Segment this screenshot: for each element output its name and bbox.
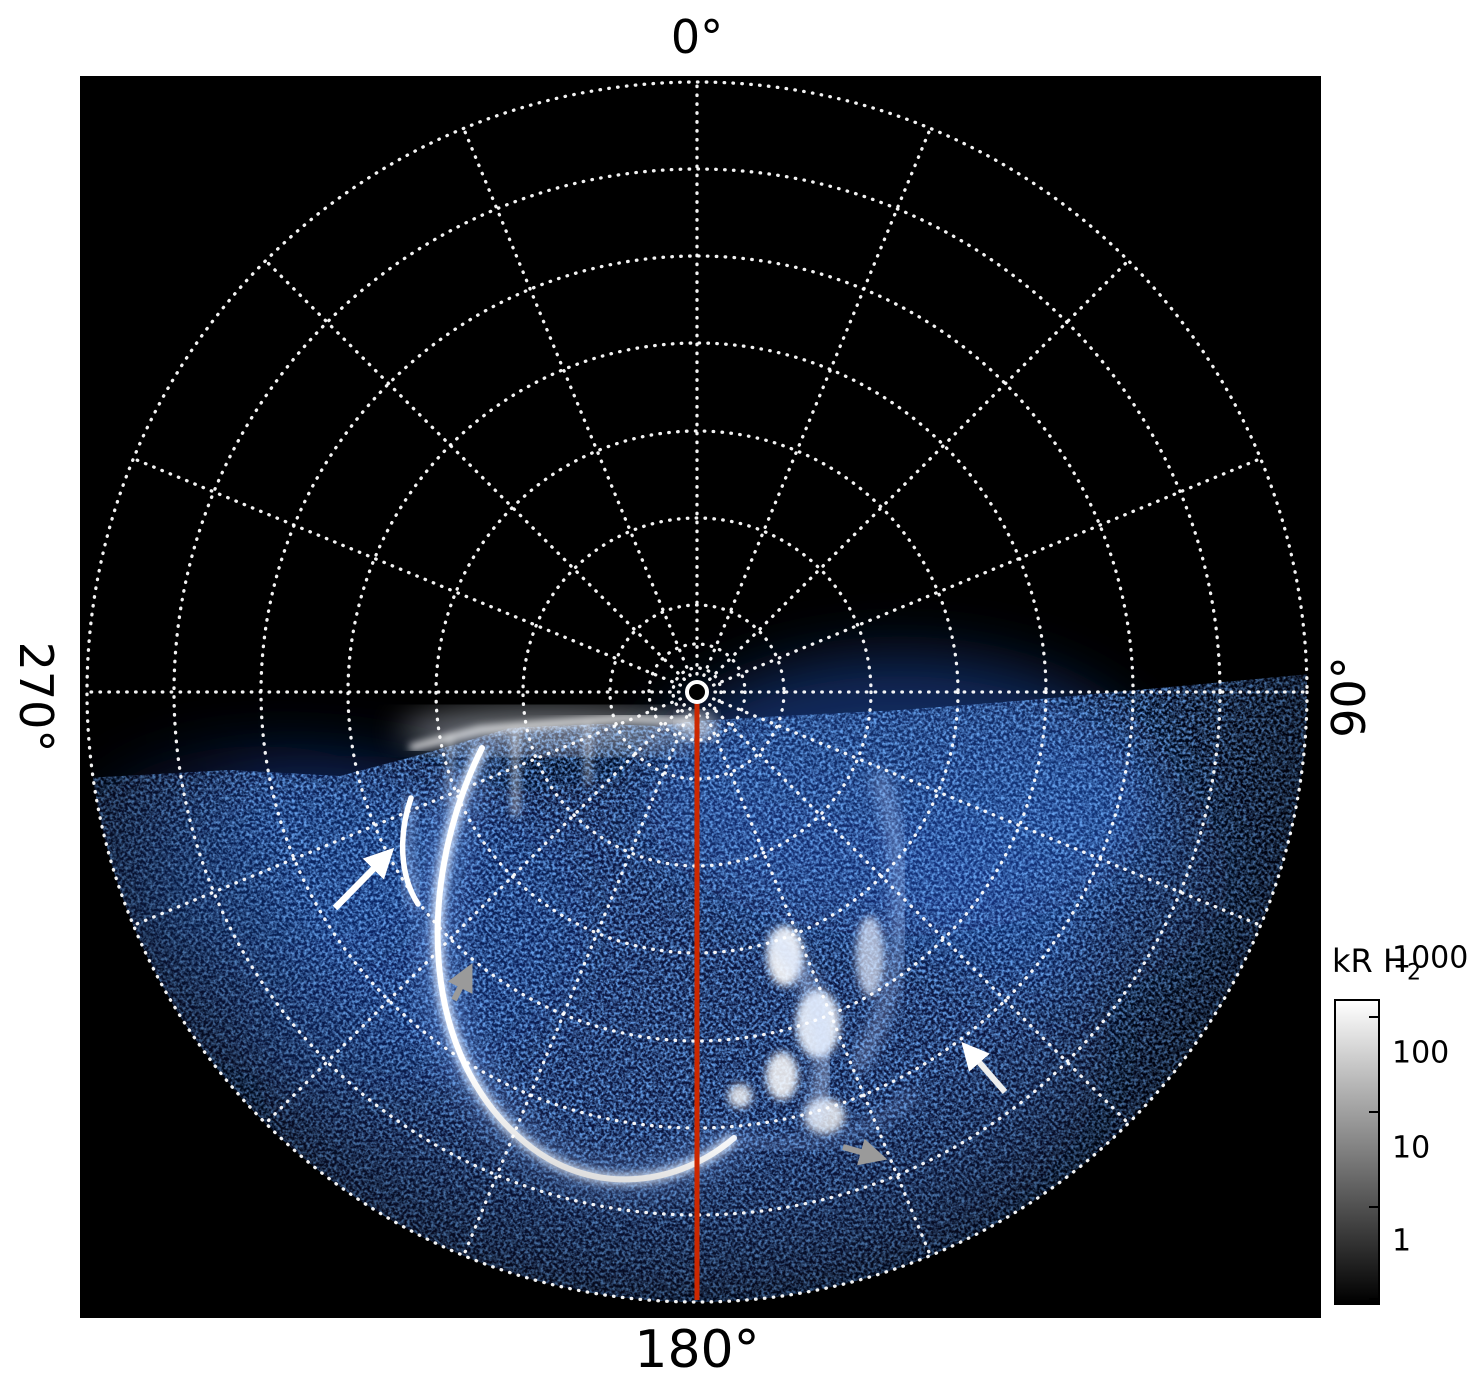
pole-marker xyxy=(685,680,709,704)
colorbar-tickmark-10 xyxy=(1369,1206,1378,1209)
colorbar-title: kR H2 xyxy=(1332,942,1480,985)
colorbar-title-main: kR H xyxy=(1332,942,1407,980)
colorbar: kR H2 1000 100 10 1 xyxy=(1330,940,1480,1306)
annotation-arrow-gray-right xyxy=(842,1138,888,1166)
colorbar-gradient xyxy=(1334,999,1380,1306)
colorbar-tick-label-10: 10 xyxy=(1392,1130,1431,1166)
colorbar-tick-label-1000: 1000 xyxy=(1392,940,1469,976)
colorbar-tickmark-1000 xyxy=(1369,1016,1378,1019)
colorbar-title-sub: 2 xyxy=(1407,960,1421,986)
aurora-emission xyxy=(87,82,1307,1302)
plot-square xyxy=(80,76,1321,1318)
annotation-arrow-white-right xyxy=(961,1041,1008,1094)
annotation-arrow-gray-left xyxy=(447,963,473,1002)
angle-label-270: 270° xyxy=(9,641,63,753)
colorbar-tickmark-100 xyxy=(1369,1111,1378,1114)
angle-label-90: 90° xyxy=(1322,656,1376,738)
angle-label-180: 180° xyxy=(634,1320,760,1380)
angle-label-0: 0° xyxy=(670,10,724,64)
colorbar-tick-label-100: 100 xyxy=(1392,1035,1450,1071)
polar-projection-svg xyxy=(80,76,1321,1318)
annotation-arrow-white-left xyxy=(332,847,395,911)
colorbar-tick-label-1: 1 xyxy=(1392,1223,1412,1259)
colorbar-tickmark-1 xyxy=(1369,1298,1378,1301)
